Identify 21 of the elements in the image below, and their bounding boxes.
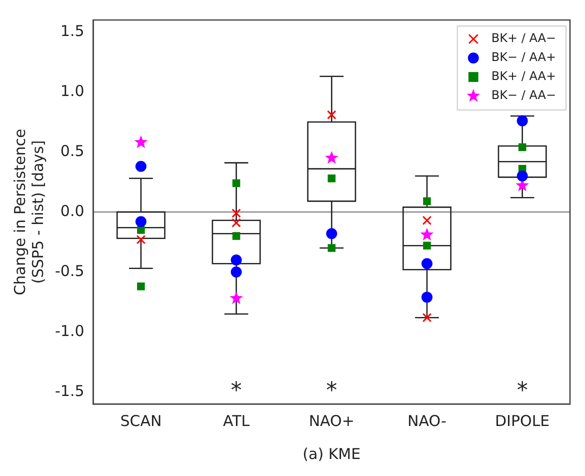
y-tick-label: -1.5 (54, 382, 84, 400)
x-tick-label: SCAN (120, 412, 162, 430)
legend-label: BK+ / AA− (491, 31, 556, 46)
legend-label: BK+ / AA+ (491, 69, 556, 84)
y-axis-title: Change in Persistence (SSP5 - hist) [days] (10, 128, 47, 296)
annotation: * (516, 378, 528, 404)
legend-label: BK− / AA− (491, 88, 556, 102)
y-tick-label: -1.0 (54, 322, 84, 340)
annotation: * (230, 378, 242, 404)
y-tick-label: -0.5 (54, 262, 84, 280)
y-tick-label: 1.5 (60, 22, 84, 40)
x-tick-label: NAO+ (308, 412, 354, 430)
x-tick-label: ATL (222, 412, 250, 430)
annotation: * (326, 378, 338, 404)
y-tick-label: 0.5 (60, 142, 84, 160)
x-axis-title: (a) KME (302, 444, 361, 463)
y-tick-label: 1.0 (60, 82, 84, 100)
y-tick-label: 0.0 (60, 202, 84, 220)
x-tick-label: DIPOLE (494, 412, 550, 430)
x-tick-label: NAO- (408, 412, 446, 430)
legend-label: BK− / AA+ (491, 50, 556, 64)
